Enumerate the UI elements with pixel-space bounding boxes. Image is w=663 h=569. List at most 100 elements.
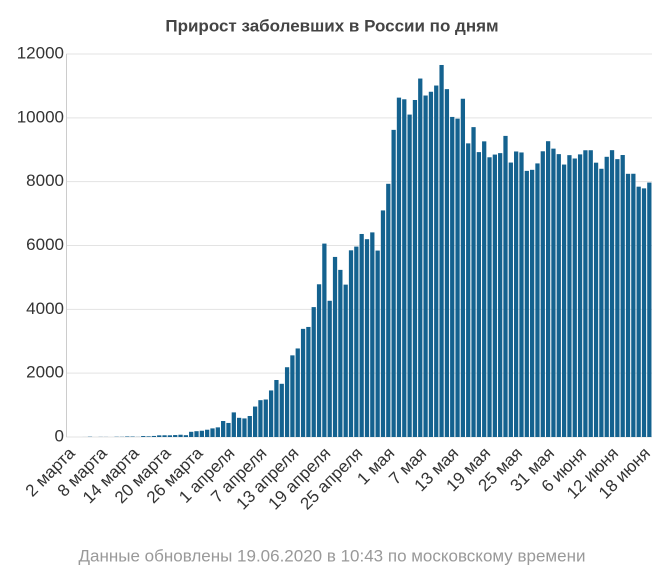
bar xyxy=(460,98,466,438)
bar xyxy=(609,150,615,437)
bar xyxy=(636,186,641,437)
bar xyxy=(125,436,130,437)
bar xyxy=(306,326,311,437)
chart-title: Прирост заболевших в России по дням xyxy=(165,16,498,35)
bar xyxy=(519,152,524,437)
bar xyxy=(162,435,167,437)
bar xyxy=(561,164,567,437)
bar xyxy=(588,150,593,437)
bar xyxy=(146,436,151,437)
bar xyxy=(471,127,476,437)
bar xyxy=(343,284,348,437)
bar xyxy=(327,300,332,437)
bar xyxy=(423,95,428,437)
bar xyxy=(348,250,354,437)
bar xyxy=(274,379,279,437)
bar xyxy=(391,129,396,438)
bar xyxy=(455,118,460,437)
bar xyxy=(428,91,434,437)
bar xyxy=(551,148,556,437)
bar xyxy=(322,243,327,437)
bar xyxy=(311,307,316,437)
bar xyxy=(524,170,529,437)
bar xyxy=(237,417,242,437)
bar xyxy=(508,162,513,437)
bar xyxy=(231,412,236,437)
bar xyxy=(359,233,364,437)
bar xyxy=(247,415,252,437)
bar xyxy=(583,150,588,437)
bar xyxy=(263,399,268,437)
bar xyxy=(535,163,540,437)
bar xyxy=(530,169,535,438)
bar xyxy=(215,427,220,437)
bar xyxy=(540,151,545,438)
bar xyxy=(631,173,636,437)
bar xyxy=(380,210,386,437)
bar xyxy=(625,173,631,437)
bar xyxy=(167,435,173,437)
bar xyxy=(620,155,625,438)
bar xyxy=(338,269,343,437)
bar xyxy=(514,151,519,437)
bar xyxy=(194,431,199,437)
bar xyxy=(615,159,620,438)
bar xyxy=(189,431,194,437)
bar xyxy=(173,435,178,437)
bar xyxy=(354,246,359,437)
bar xyxy=(279,383,284,437)
bar xyxy=(258,400,263,437)
bar xyxy=(178,434,183,437)
caption: Данные обновлены 19.06.2020 в 10:43 по м… xyxy=(79,546,586,565)
bar xyxy=(604,156,609,437)
bar xyxy=(205,429,210,437)
bar xyxy=(199,430,204,437)
bar xyxy=(375,250,380,437)
bar xyxy=(252,406,258,437)
bar xyxy=(242,418,247,437)
bar xyxy=(599,168,604,437)
y-tick-label: 10000 xyxy=(17,107,64,126)
bar xyxy=(556,154,561,437)
bar xyxy=(370,232,375,437)
bar xyxy=(407,114,412,438)
bar xyxy=(210,428,215,437)
y-tick-label: 4000 xyxy=(26,299,64,318)
bar xyxy=(545,141,551,437)
bar xyxy=(492,154,497,438)
bar xyxy=(487,157,492,437)
bar xyxy=(482,141,487,438)
bar xyxy=(418,78,423,437)
bar xyxy=(183,435,188,437)
bar xyxy=(647,182,652,437)
bar xyxy=(226,422,231,437)
bar xyxy=(284,367,290,437)
bar xyxy=(295,348,300,437)
y-tick-label: 8000 xyxy=(26,171,64,190)
bar xyxy=(466,143,471,437)
bar xyxy=(439,64,444,437)
bar xyxy=(503,135,508,437)
bar xyxy=(641,188,647,437)
bar xyxy=(593,162,599,437)
bar xyxy=(412,99,418,437)
bar xyxy=(386,183,391,437)
bar xyxy=(577,154,583,437)
y-tick-label: 12000 xyxy=(17,43,64,62)
bar xyxy=(151,435,157,437)
bar xyxy=(434,85,439,438)
bar xyxy=(221,421,226,437)
bar xyxy=(444,89,450,437)
y-tick-label: 6000 xyxy=(26,235,64,254)
bar xyxy=(402,99,407,438)
bar xyxy=(567,155,572,437)
bar xyxy=(141,436,146,437)
bar xyxy=(316,284,322,437)
bar xyxy=(332,256,338,437)
bar xyxy=(572,158,577,437)
bar xyxy=(498,153,503,437)
bar xyxy=(364,239,370,437)
bar xyxy=(476,152,481,438)
y-tick-label: 0 xyxy=(55,426,64,445)
